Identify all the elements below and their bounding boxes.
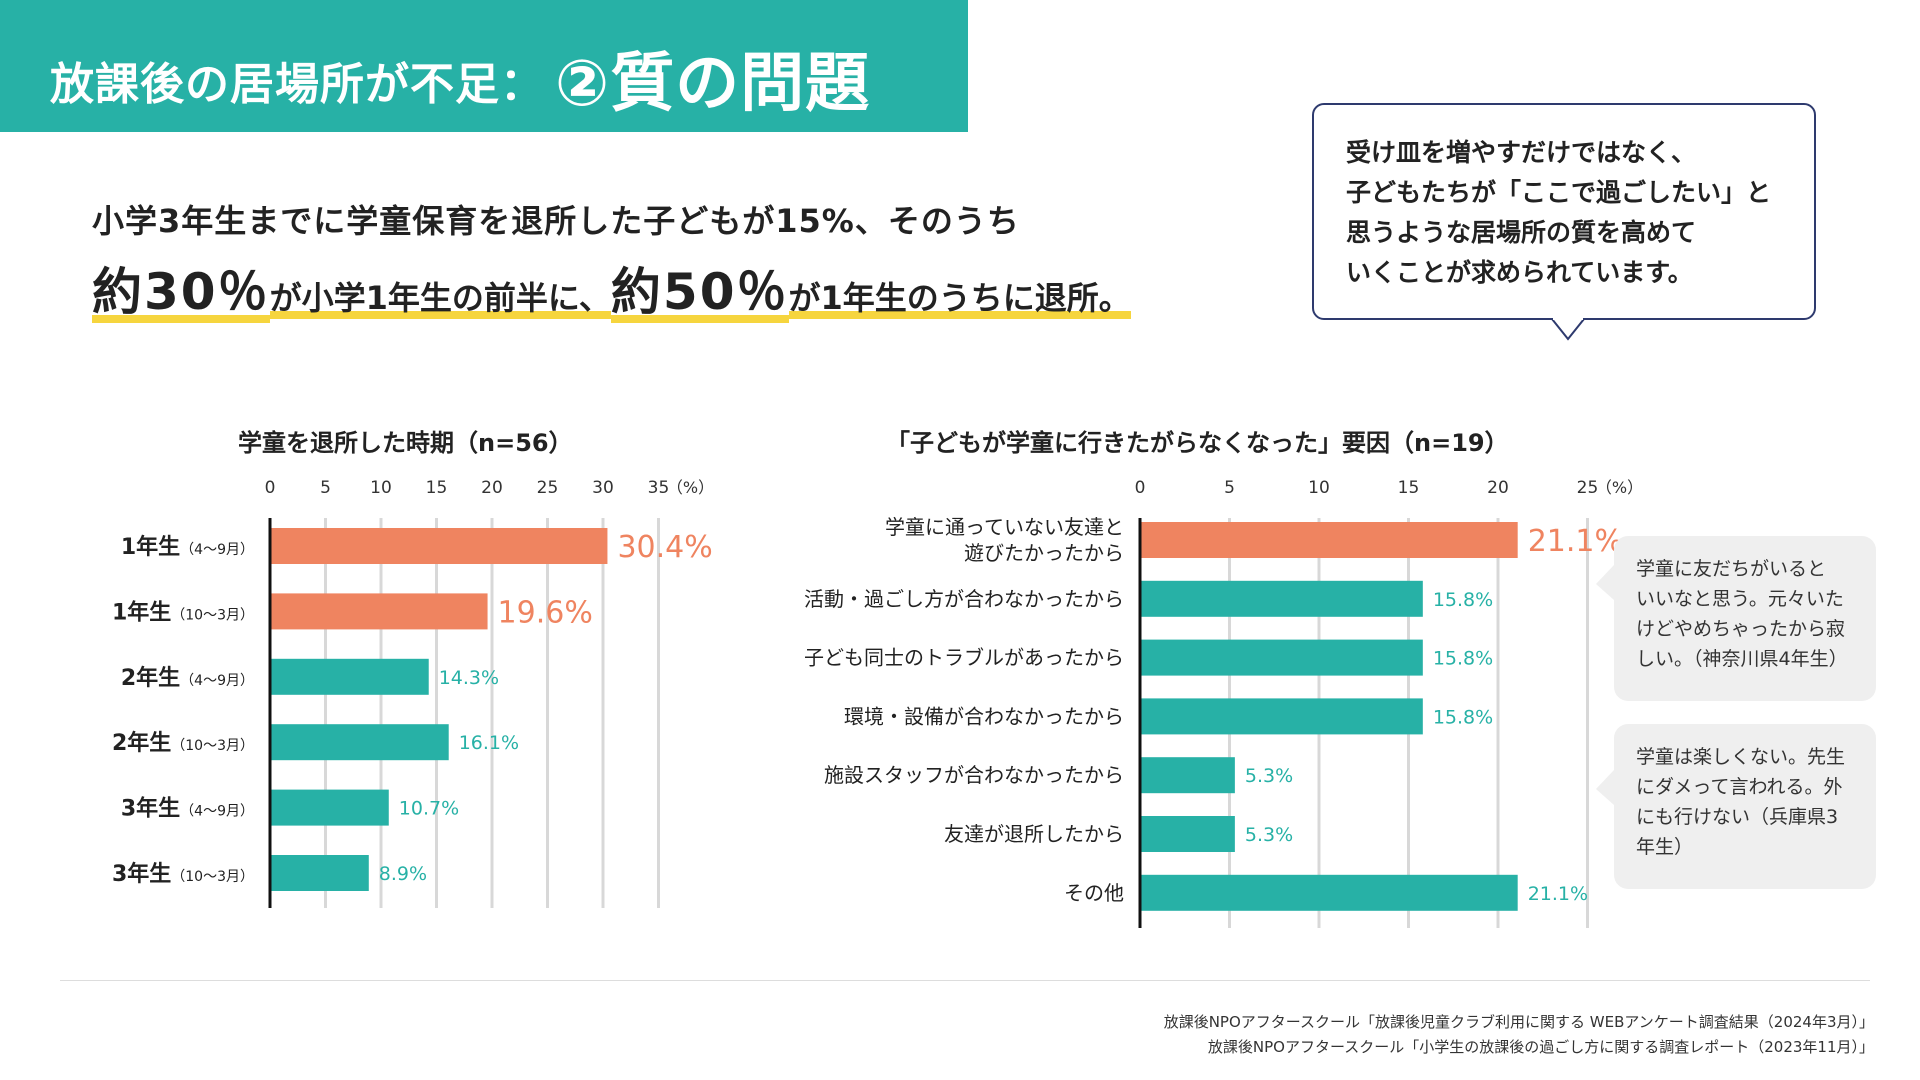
c1-tick-label: 15 <box>426 478 448 498</box>
c2-category-label: その他 <box>1064 881 1124 905</box>
c1-bar <box>270 593 488 630</box>
footer-divider <box>60 980 1870 981</box>
c1-bar <box>270 724 449 761</box>
c1-category-label: 3年生（4〜9月） <box>121 796 254 822</box>
c2-bar <box>1140 816 1235 852</box>
c2-tick-label: 0 <box>1135 478 1146 498</box>
c2-category-label: 友達が退所したから <box>944 822 1124 846</box>
c1-category-label: 2年生（4〜9月） <box>121 665 254 691</box>
c1-category-main: 3年生 <box>121 796 180 822</box>
chart2-title: 「子どもが学童に行きたがらなくなった」要因（n=19） <box>886 429 1509 457</box>
c1-category-label: 2年生（10〜3月） <box>112 730 254 756</box>
c1-data-label: 8.9% <box>379 863 427 885</box>
c2-unit-label: （%） <box>1596 478 1643 497</box>
quote-card-1: 学童に友だちがいると いいなと思う。元々いた けどやめちゃったから寂 しい。（神… <box>1614 536 1876 701</box>
c1-category-main: 1年生 <box>112 599 171 625</box>
c2-category-label: 施設スタッフが合わなかったから <box>824 763 1124 787</box>
lead-statement: 小学3年生までに学童保育を退所した子どもが15%、そのうち 約30％が小学1年生… <box>92 196 1131 324</box>
c1-unit-label: （%） <box>667 478 714 497</box>
c1-category-sub: （10〜3月） <box>171 738 254 754</box>
c1-tick-label: 10 <box>370 478 392 498</box>
c1-tick-label: 20 <box>481 478 503 498</box>
c2-category-label: 活動・過ごし方が合わなかったから <box>804 587 1124 611</box>
lead-line-2: 約30％が小学1年生の前半に、約50％が1年生のうちに退所。 <box>92 252 1131 324</box>
c1-category-main: 2年生 <box>121 665 180 691</box>
c2-data-label: 21.1% <box>1528 524 1623 559</box>
lead-stat-30: 約30％ <box>92 263 270 323</box>
page-title-emphasis: ②質の問題 <box>555 47 871 121</box>
c2-bar <box>1140 639 1423 676</box>
c1-category-sub: （4〜9月） <box>180 673 254 689</box>
c1-tick-label: 5 <box>320 478 331 498</box>
c1-data-label: 16.1% <box>459 732 519 754</box>
c2-data-label: 5.3% <box>1245 765 1293 787</box>
c2-tick-label: 15 <box>1398 478 1420 498</box>
c2-data-label: 5.3% <box>1245 824 1293 846</box>
c2-data-label: 21.1% <box>1528 883 1588 905</box>
lead-line-1: 小学3年生までに学童保育を退所した子どもが15%、そのうち <box>92 202 1020 240</box>
c2-tick-label: 5 <box>1224 478 1235 498</box>
c1-category-label: 1年生（4〜9月） <box>121 534 254 560</box>
page-title: 放課後の居場所が不足： ②質の問題 <box>50 32 870 124</box>
c1-category-sub: （10〜3月） <box>171 869 254 885</box>
title-band: 放課後の居場所が不足： ②質の問題 <box>0 0 968 132</box>
c1-bar <box>270 528 608 564</box>
quote-text-2: 学童は楽しくない。先生 にダメって言われる。外 にも行けない（兵庫県3 年生） <box>1636 746 1846 858</box>
c1-tick-label: 35 <box>648 478 670 498</box>
c2-category-label: 子ども同士のトラブルがあったから <box>804 646 1124 670</box>
c2-bar <box>1140 522 1518 558</box>
c2-category-label: 遊びたかったから <box>964 541 1124 565</box>
c2-bar <box>1140 698 1423 735</box>
c2-category-label: 学童に通っていない友達と <box>885 515 1124 539</box>
c2-category-label: 環境・設備が合わなかったから <box>844 704 1124 728</box>
quote-card-2: 学童は楽しくない。先生 にダメって言われる。外 にも行けない（兵庫県3 年生） <box>1614 724 1876 889</box>
c1-category-main: 3年生 <box>112 861 171 887</box>
source-line-1: 放課後NPOアフタースクール「放課後児童クラブ利用に関する WEBアンケート調査… <box>1163 1013 1874 1031</box>
c1-category-main: 2年生 <box>112 730 171 756</box>
lead-text-b: が1年生のうちに退所。 <box>788 279 1131 319</box>
c1-tick-label: 0 <box>265 478 276 498</box>
lead-stat-50: 約50％ <box>610 263 789 323</box>
c1-data-label: 19.6% <box>498 595 593 630</box>
c2-tick-label: 10 <box>1308 478 1330 498</box>
c1-category-sub: （4〜9月） <box>180 804 254 820</box>
c2-tick-label: 25 <box>1577 478 1599 498</box>
c2-tick-label: 20 <box>1487 478 1509 498</box>
c1-category-main: 1年生 <box>121 534 180 560</box>
c1-category-sub: （10〜3月） <box>171 607 254 623</box>
c1-data-label: 14.3% <box>439 667 499 689</box>
c2-bar <box>1140 757 1235 794</box>
c1-category-label: 1年生（10〜3月） <box>112 599 254 625</box>
page-title-main: 放課後の居場所が不足： <box>50 59 545 110</box>
c2-data-label: 15.8% <box>1433 648 1493 670</box>
c1-bar <box>270 855 369 891</box>
c2-bar <box>1140 874 1518 911</box>
c1-category-sub: （4〜9月） <box>180 542 254 558</box>
chart1-title: 学童を退所した時期（n=56） <box>238 429 573 457</box>
c2-data-label: 15.8% <box>1433 589 1493 611</box>
c1-data-label: 10.7% <box>399 798 459 820</box>
c2-bar <box>1140 580 1423 617</box>
c1-bar <box>270 658 429 695</box>
callout-box: 受け皿を増やすだけではなく、 子どもたちが「ここで過ごしたい」と 思うような居場… <box>1312 103 1816 320</box>
c1-data-label: 30.4% <box>617 530 712 565</box>
c1-tick-label: 25 <box>537 478 559 498</box>
callout-text: 受け皿を増やすだけではなく、 子どもたちが「ここで過ごしたい」と 思うような居場… <box>1346 138 1772 287</box>
c1-tick-label: 30 <box>592 478 614 498</box>
lead-text-a: が小学1年生の前半に、 <box>269 279 611 319</box>
c2-data-label: 15.8% <box>1433 706 1493 728</box>
source-line-2: 放課後NPOアフタースクール「小学生の放課後の過ごし方に関する調査レポート（20… <box>1207 1038 1874 1056</box>
quote-text-1: 学童に友だちがいると いいなと思う。元々いた けどやめちゃったから寂 しい。（神… <box>1636 558 1848 670</box>
c1-category-label: 3年生（10〜3月） <box>112 861 254 887</box>
c1-bar <box>270 789 389 826</box>
